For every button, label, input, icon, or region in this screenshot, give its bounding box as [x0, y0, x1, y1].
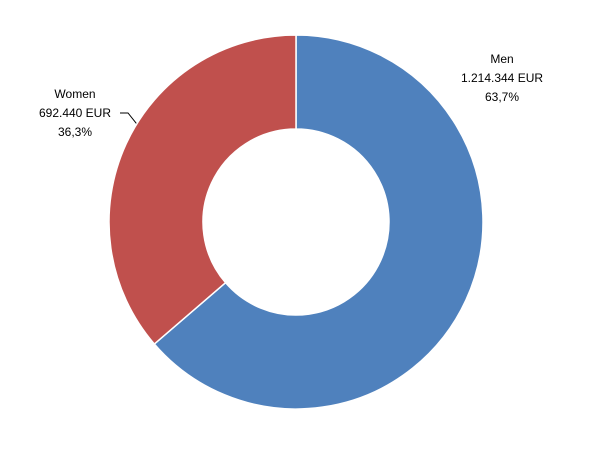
percentage-label: 36,3% — [58, 125, 92, 139]
category-label: Men — [490, 52, 513, 66]
value-label: 1.214.344 EUR — [461, 71, 543, 85]
donut-slice — [153, 34, 484, 410]
percentage-label: 63,7% — [485, 90, 519, 104]
category-label: Women — [54, 87, 95, 101]
donut-slice — [108, 34, 297, 346]
value-label: 692.440 EUR — [39, 106, 111, 120]
